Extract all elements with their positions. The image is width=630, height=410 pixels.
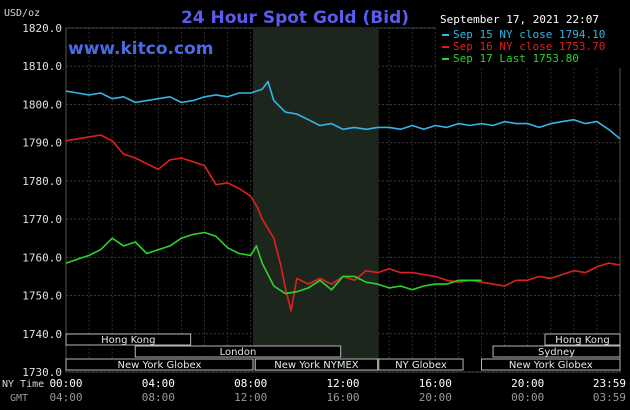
y-tick-label: 1740.0 xyxy=(22,328,62,341)
nymex-session-band xyxy=(252,28,379,372)
y-tick-label: 1800.0 xyxy=(22,98,62,111)
session-bar xyxy=(481,358,621,371)
series-line-3 xyxy=(65,231,482,295)
session-bar xyxy=(254,358,379,371)
legend-box xyxy=(436,26,622,68)
session-label: New York NYMEX xyxy=(274,360,359,371)
x-tick-gmt: 00:00 xyxy=(511,391,544,404)
y-tick-label: 1780.0 xyxy=(22,175,62,188)
legend-entry: Sep 16 NY close 1753.70 xyxy=(453,40,605,53)
x-tick-ny: 08:00 xyxy=(234,377,267,390)
x-tick-ny: 04:00 xyxy=(142,377,175,390)
y-tick-label: 1820.0 xyxy=(22,22,62,35)
timestamp: September 17, 2021 22:07 xyxy=(440,13,599,26)
y-tick-label: 1730.0 xyxy=(22,366,62,379)
session-bar xyxy=(65,358,254,371)
x-tick-gmt: 12:00 xyxy=(234,391,267,404)
x-tick-gmt: 03:59 xyxy=(593,391,626,404)
y-tick-label: 1750.0 xyxy=(22,290,62,303)
x-tick-ny: 12:00 xyxy=(326,377,359,390)
x-tick-ny: 23:59 xyxy=(593,377,626,390)
session-bar xyxy=(492,345,621,358)
session-label: New York Globex xyxy=(509,360,593,371)
session-bar xyxy=(544,333,621,346)
x-tick-ny: 16:00 xyxy=(419,377,452,390)
session-label: Sydney xyxy=(538,347,575,358)
session-label: Hong Kong xyxy=(101,335,155,346)
series-line-1 xyxy=(65,80,621,140)
x-tick-gmt: 08:00 xyxy=(142,391,175,404)
session-label: London xyxy=(220,347,257,358)
session-label: Hong Kong xyxy=(555,335,609,346)
y-tick-label: 1790.0 xyxy=(22,137,62,150)
session-bar xyxy=(134,345,342,358)
x-label-gmt: GMT xyxy=(10,393,28,404)
legend-entry: Sep 17 Last 1753.80 xyxy=(453,52,579,65)
kitco-watermark: www.kitco.com xyxy=(68,39,213,59)
y-tick-label: 1760.0 xyxy=(22,251,62,264)
axes: 1820.0 1810.0 1800.0 1790.0 1780.0 1770.0 1760… xyxy=(22,22,626,404)
x-tick-ny: 00:00 xyxy=(49,377,82,390)
x-label-ny-time: NY Time xyxy=(2,379,44,390)
legend-entry: Sep 15 NY close 1794.10 xyxy=(453,28,605,41)
y-unit-label: USD/oz xyxy=(4,8,40,19)
session-label: NY Globex xyxy=(395,360,447,371)
series-lines xyxy=(65,80,621,312)
y-tick-label: 1810.0 xyxy=(22,60,62,73)
market-sessions: Hong Kong London New York Globex New York N… xyxy=(65,333,621,371)
series-line-2 xyxy=(65,134,621,312)
x-tick-gmt: 20:00 xyxy=(419,391,452,404)
y-tick-label: 1770.0 xyxy=(22,213,62,226)
session-bar xyxy=(65,333,192,346)
x-tick-gmt: 04:00 xyxy=(49,391,82,404)
session-label: New York Globex xyxy=(118,360,202,371)
chart-title: 24 Hour Spot Gold (Bid) xyxy=(181,8,409,28)
x-tick-ny: 20:00 xyxy=(511,377,544,390)
x-tick-gmt: 16:00 xyxy=(326,391,359,404)
session-bar xyxy=(378,358,464,371)
